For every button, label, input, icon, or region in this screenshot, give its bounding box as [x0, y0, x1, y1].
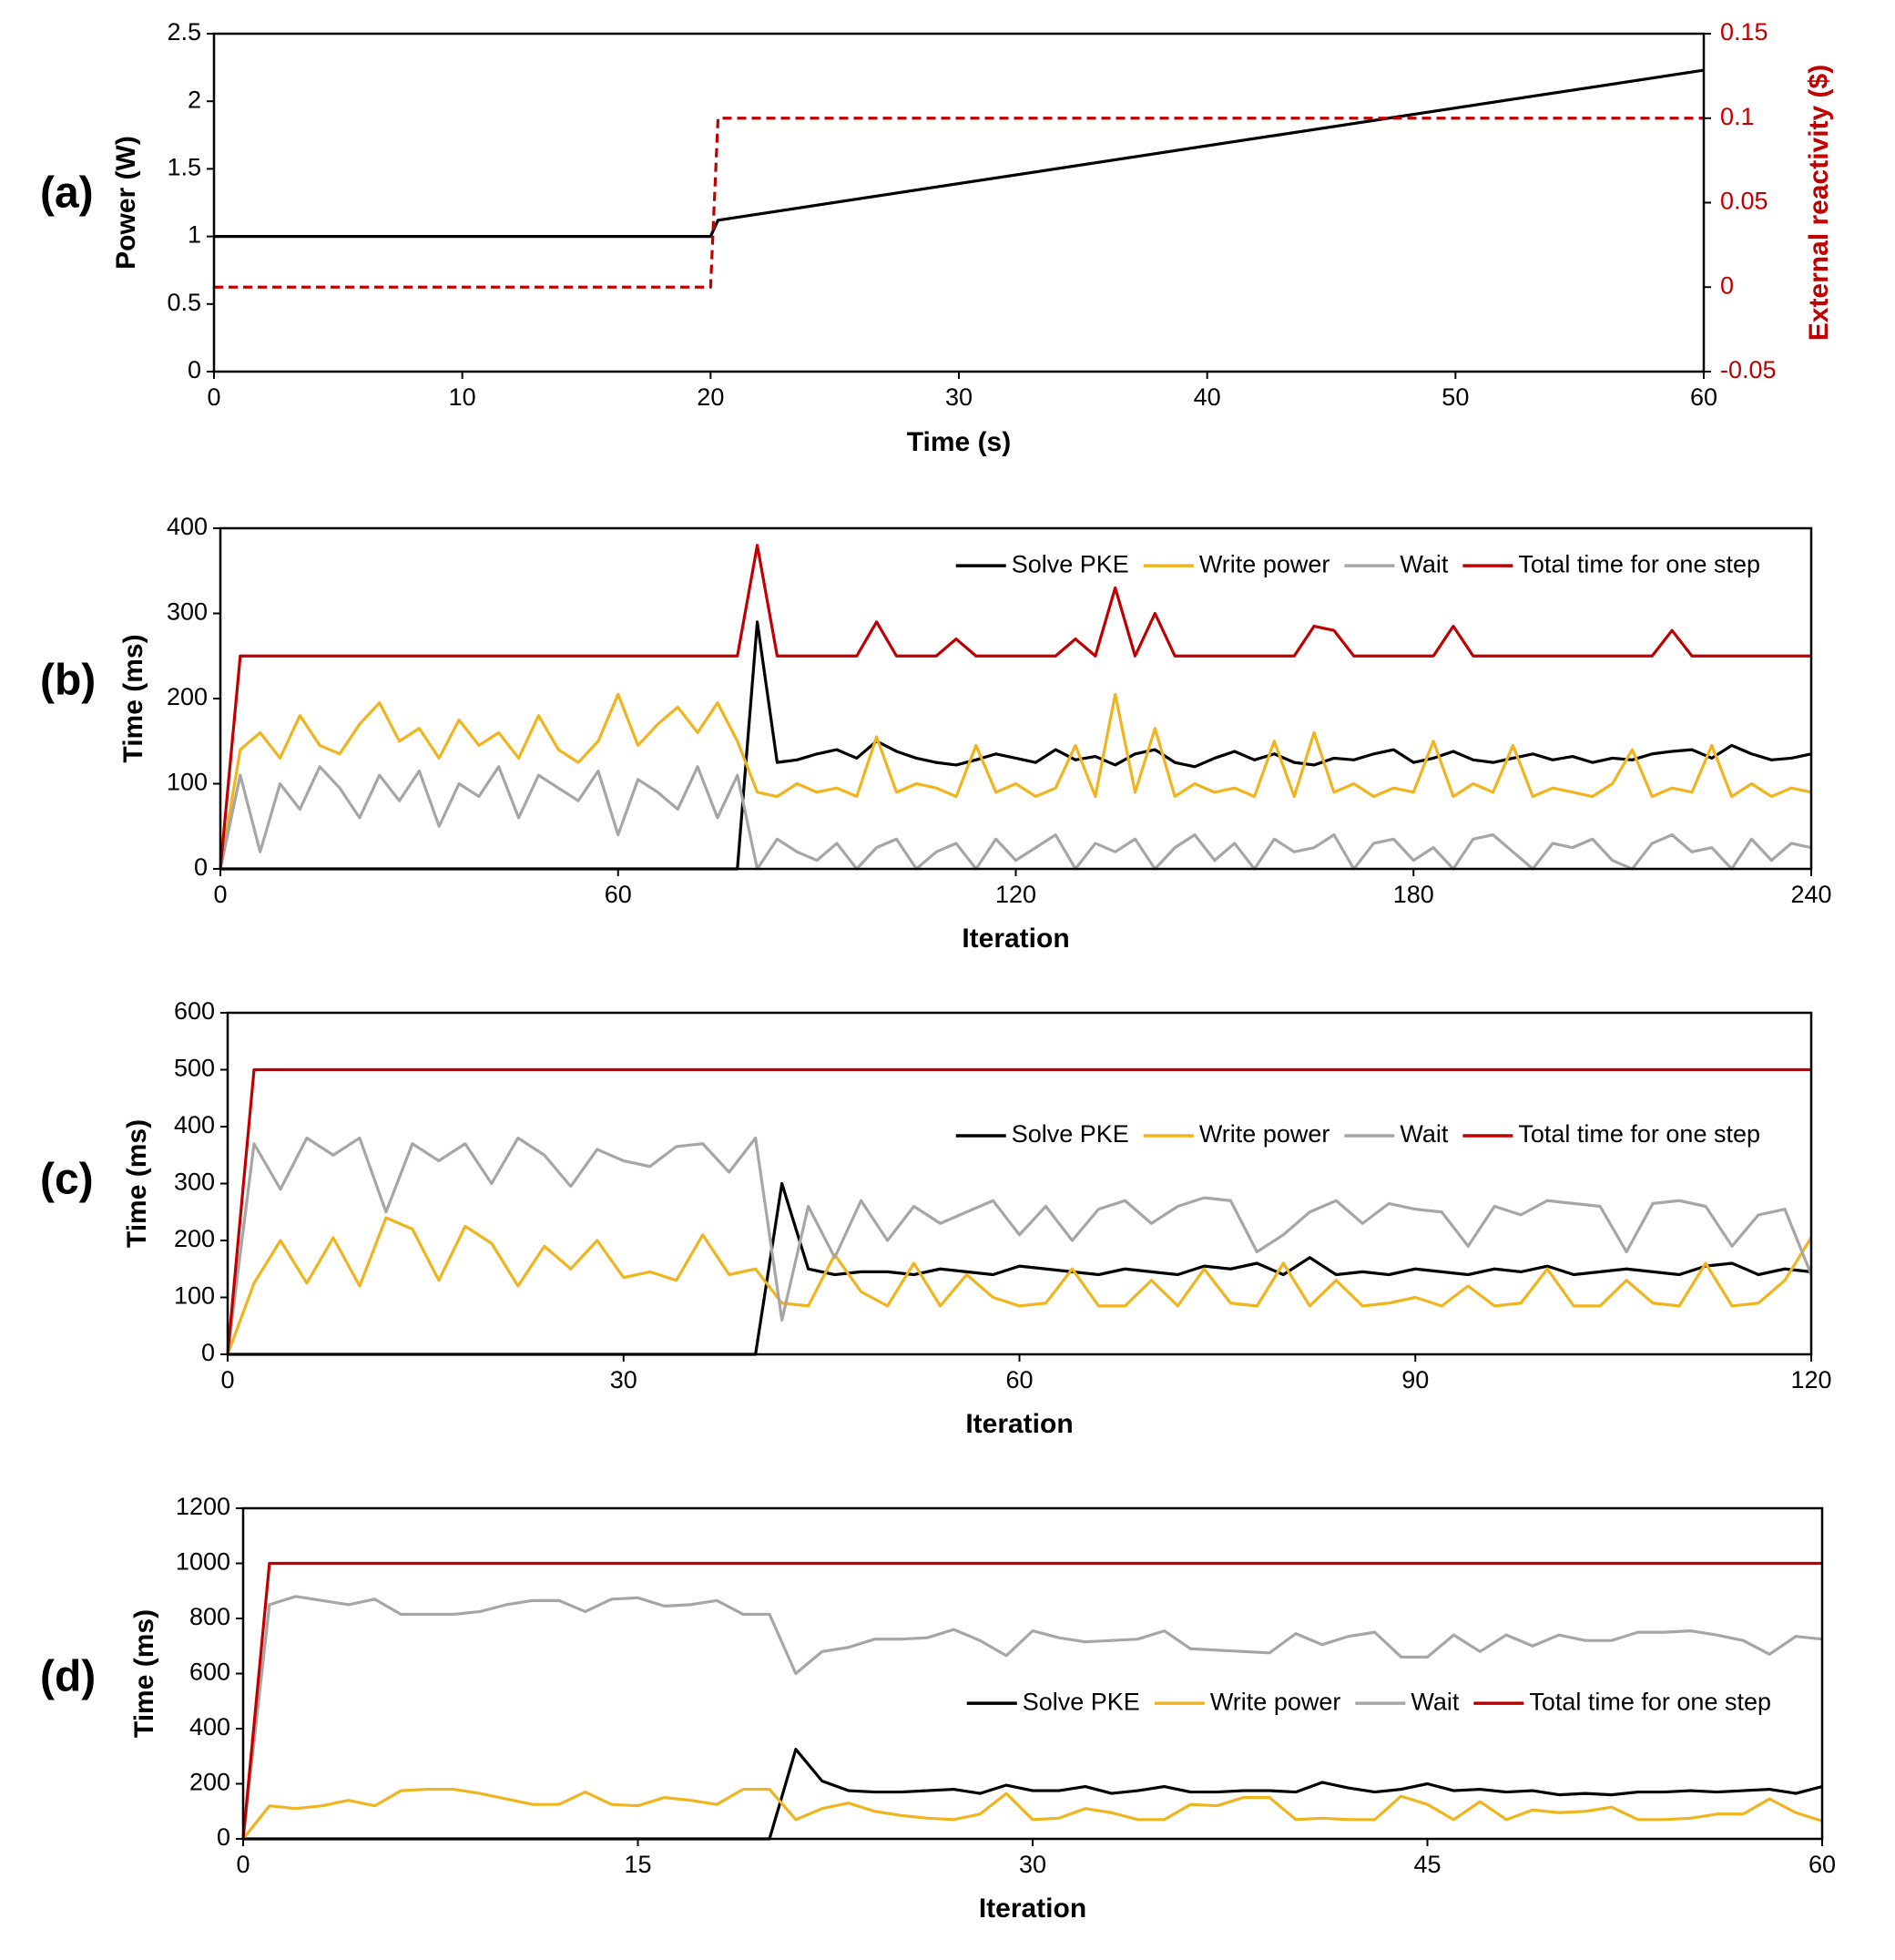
- y-tick-label: 0: [188, 356, 201, 383]
- legend: Solve PKE Write power Wait Total time for o…: [955, 550, 1760, 577]
- y-tick-label: 800: [189, 1603, 230, 1630]
- x-tick-label: 60: [1005, 1366, 1033, 1393]
- legend-label: Wait: [1411, 1688, 1459, 1715]
- data-line: [228, 1181, 1812, 1356]
- legend: Solve PKE Write power Wait Total time for o…: [966, 1688, 1771, 1715]
- data-line: [219, 765, 1812, 871]
- legend-label: Total time for one step: [1529, 1688, 1771, 1715]
- x-tick-label: 45: [1413, 1851, 1441, 1878]
- x-axis-title: Iteration: [965, 1409, 1073, 1439]
- y-tick-label: 400: [189, 1713, 230, 1741]
- panel-label: (c): [40, 1156, 94, 1204]
- y-tick-label: 400: [167, 513, 208, 540]
- legend-label: Wait: [1400, 550, 1448, 577]
- data-line: [241, 1787, 1823, 1840]
- y-tick-label: 100: [174, 1282, 215, 1310]
- x-tick-label: 40: [1194, 383, 1221, 411]
- y-tick-label: 500: [174, 1055, 215, 1082]
- x-tick-label: 60: [605, 881, 632, 908]
- y-tick-label: 2: [188, 86, 201, 113]
- y-tick-label: 0.5: [167, 289, 201, 316]
- data-line: [241, 1561, 1822, 1840]
- y-tick-label: 300: [174, 1169, 215, 1196]
- x-tick-label: 30: [610, 1366, 637, 1393]
- plot-frame: [219, 526, 1813, 871]
- x-axis-title: Iteration: [979, 1894, 1086, 1924]
- x-tick-label: 60: [1690, 383, 1717, 411]
- data-line: [214, 68, 1705, 239]
- legend-label: Total time for one step: [1518, 1120, 1760, 1148]
- y-tick-label: 1000: [176, 1548, 230, 1576]
- legend-label: Solve PKE: [1012, 550, 1129, 577]
- y2-tick-label: 0.15: [1720, 18, 1768, 46]
- y-axis-title: Time (ms): [118, 634, 148, 762]
- x-tick-label: 0: [213, 881, 227, 908]
- y-tick-label: 1200: [176, 1493, 230, 1520]
- x-axis-title: Iteration: [962, 924, 1069, 954]
- panel-label: (d): [40, 1653, 96, 1701]
- x-tick-label: 0: [220, 1366, 234, 1393]
- x-tick-label: 0: [207, 383, 220, 411]
- x-tick-label: 10: [449, 383, 476, 411]
- legend-label: Total time for one step: [1518, 550, 1760, 577]
- y-tick-label: 0: [201, 1339, 215, 1366]
- data-line: [226, 1136, 1813, 1355]
- panel-label: (b): [40, 657, 96, 705]
- x-tick-label: 20: [697, 383, 724, 411]
- y-tick-label: 200: [167, 683, 208, 710]
- y-tick-label: 400: [174, 1111, 215, 1138]
- legend-label: Write power: [1210, 1688, 1341, 1715]
- y-tick-label: 200: [174, 1225, 215, 1252]
- x-tick-label: 30: [945, 383, 973, 411]
- x-tick-label: 50: [1442, 383, 1469, 411]
- y2-tick-label: 0.05: [1720, 188, 1768, 215]
- y-axis-title: Time (ms): [129, 1609, 159, 1738]
- y-axis-title: Time (ms): [122, 1119, 152, 1248]
- x-tick-label: 15: [624, 1851, 651, 1878]
- data-line: [226, 1067, 1811, 1355]
- y-tick-label: 1.5: [167, 154, 201, 181]
- x-tick-label: 0: [236, 1851, 250, 1878]
- legend: Solve PKE Write power Wait Total time for o…: [955, 1120, 1760, 1148]
- legend-label: Solve PKE: [1012, 1120, 1129, 1148]
- x-tick-label: 60: [1808, 1851, 1836, 1878]
- y-tick-label: 0: [194, 853, 208, 881]
- y-tick-label: 600: [174, 997, 215, 1025]
- panel-label: (a): [40, 169, 94, 218]
- y2-tick-label: 0.1: [1720, 103, 1755, 130]
- x-tick-label: 180: [1393, 881, 1434, 908]
- legend-label: Write power: [1199, 1120, 1330, 1148]
- y-tick-label: 1: [188, 221, 201, 249]
- x-tick-label: 240: [1790, 881, 1831, 908]
- data-line: [220, 620, 1812, 871]
- y-tick-label: 2.5: [167, 18, 201, 46]
- data-line: [241, 1595, 1823, 1840]
- x-tick-label: 120: [995, 881, 1036, 908]
- legend-label: Wait: [1400, 1120, 1448, 1148]
- data-line: [226, 1216, 1813, 1355]
- x-axis-title: Time (s): [907, 427, 1011, 457]
- y2-tick-label: 0: [1720, 271, 1734, 299]
- legend-label: Solve PKE: [1023, 1688, 1140, 1715]
- data-line: [219, 544, 1811, 870]
- y-tick-label: 200: [189, 1769, 230, 1796]
- y-tick-label: 0: [217, 1823, 230, 1851]
- y-tick-label: 600: [189, 1659, 230, 1686]
- legend-label: Write power: [1199, 550, 1330, 577]
- plot-frame: [212, 32, 1706, 373]
- y-axis-title: Power (W): [111, 136, 141, 270]
- x-tick-label: 30: [1019, 1851, 1046, 1878]
- x-tick-label: 120: [1790, 1366, 1831, 1393]
- plot-frame: [241, 1506, 1824, 1841]
- y2-tick-label: -0.05: [1720, 356, 1777, 383]
- plot-frame: [226, 1011, 1813, 1356]
- data-line: [219, 692, 1812, 870]
- y-tick-label: 300: [167, 598, 208, 626]
- data-line: [214, 117, 1704, 289]
- y-tick-label: 100: [167, 769, 208, 796]
- x-tick-label: 90: [1401, 1366, 1429, 1393]
- y2-axis-title: External reactivity ($): [1804, 65, 1834, 341]
